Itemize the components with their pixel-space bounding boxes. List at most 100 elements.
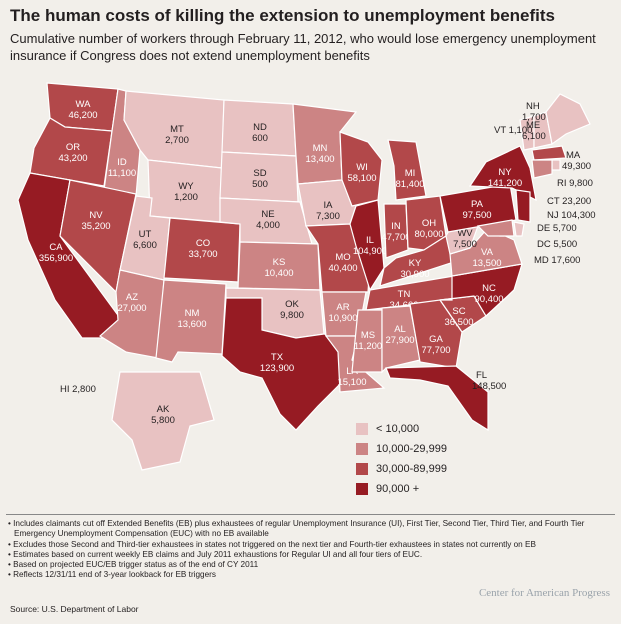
state-label-pa: PA — [471, 199, 484, 210]
state-label-nv: NV — [89, 210, 103, 221]
footnote-item: • Estimates based on current weekly EB c… — [8, 549, 423, 559]
state-value-ks: 10,400 — [264, 268, 293, 279]
state-label-oh: OH — [422, 218, 436, 229]
state-label-ma: MA — [566, 150, 581, 161]
legend-item: < 10,000 — [356, 419, 447, 439]
state-value-mi: 81,400 — [395, 179, 424, 190]
state-pa — [439, 183, 517, 233]
state-value-co: 33,700 — [188, 249, 217, 260]
state-value-tx: 123,900 — [260, 363, 294, 374]
state-value-ok: 9,800 — [280, 310, 304, 321]
state-label-ok: OK — [285, 299, 299, 310]
state-value-oh: 80,000 — [414, 229, 443, 240]
state-label-ct: CT 23,200 — [547, 196, 591, 207]
footnote-item: • Based on projected EUC/EB trigger stat… — [8, 560, 259, 570]
state-label-co: CO — [196, 238, 210, 249]
state-label-ms: MS — [361, 330, 375, 341]
state-value-ne: 4,000 — [256, 220, 280, 231]
state-value-ia: 7,300 — [316, 211, 340, 222]
state-label-sc: SC — [452, 306, 465, 317]
state-value-ma: 49,300 — [562, 161, 591, 172]
state-value-ca: 356,900 — [39, 253, 73, 264]
state-value-la: 15,100 — [337, 377, 366, 388]
state-label-ca: CA — [49, 242, 63, 253]
state-value-in: 47,700 — [381, 232, 410, 243]
state-label-nc: NC — [482, 283, 496, 294]
source-note: Source: U.S. Department of Labor — [10, 604, 139, 614]
state-value-ga: 77,700 — [421, 345, 450, 356]
state-label-or: OR — [66, 142, 80, 153]
state-label-dc: DC 5,500 — [537, 239, 577, 250]
state-value-nm: 13,600 — [177, 319, 206, 330]
state-ak — [111, 371, 215, 471]
state-label-mi: MI — [405, 168, 416, 179]
state-value-ms: 11,200 — [354, 341, 382, 352]
state-label-wy: WY — [178, 181, 194, 192]
state-value-wy: 1,200 — [174, 192, 198, 203]
footnote-item: • Excludes those Second and Third-tier e… — [8, 539, 536, 549]
page-subtitle: Cumulative number of workers through Feb… — [10, 31, 596, 63]
state-value-az: 27,000 — [117, 303, 146, 314]
state-value-ak: 5,800 — [151, 415, 175, 426]
state-ny — [468, 145, 537, 202]
state-ct — [531, 159, 553, 179]
state-label-md: MD 17,600 — [534, 255, 580, 266]
state-value-il: 104,900 — [353, 246, 387, 257]
state-label-mt: MT — [170, 124, 184, 135]
state-de — [513, 221, 525, 237]
state-label-fl: FL — [476, 370, 487, 381]
state-value-sd: 500 — [252, 179, 268, 190]
state-label-in: IN — [391, 221, 401, 232]
state-mi — [387, 139, 427, 201]
state-label-ut: UT — [139, 229, 152, 240]
state-label-ne: NE — [261, 209, 274, 220]
legend-item: 10,000-29,999 — [356, 439, 447, 459]
state-label-sd: SD — [253, 168, 266, 179]
state-label-il: IL — [366, 235, 374, 246]
state-label-nm: NM — [185, 308, 200, 319]
legend-label: < 10,000 — [376, 423, 420, 435]
state-label-va: VA — [481, 247, 494, 258]
state-label-al: AL — [394, 324, 406, 335]
divider — [6, 514, 615, 515]
state-label-ky: KY — [409, 258, 422, 269]
legend-label: 90,000 + — [376, 483, 420, 495]
state-label-nj: NJ 104,300 — [547, 210, 596, 221]
state-value-ar: 10,900 — [328, 313, 357, 324]
map-legend: < 10,000 10,000-29,999 30,000-89,999 90,000… — [356, 419, 447, 499]
state-al — [381, 305, 421, 374]
state-label-ak: AK — [157, 404, 170, 415]
state-value-al: 27,900 — [385, 335, 414, 346]
state-label-me: ME — [526, 120, 540, 131]
state-value-wv: 7,500 — [453, 239, 477, 250]
legend-swatch — [356, 483, 368, 495]
legend-swatch — [356, 463, 368, 475]
state-value-id: 11,100 — [108, 168, 136, 179]
state-nc — [439, 263, 523, 317]
legend-item: 90,000 + — [356, 479, 447, 499]
state-value-me: 6,100 — [522, 131, 546, 142]
state-value-sc: 36,500 — [444, 317, 473, 328]
state-label-nh: NH — [526, 101, 540, 112]
state-value-fl: 148,500 — [472, 381, 506, 392]
state-me — [545, 93, 591, 146]
legend-swatch — [356, 423, 368, 435]
state-label-mn: MN — [313, 143, 328, 154]
state-label-ia: IA — [324, 200, 334, 211]
state-label-tn: TN — [398, 289, 411, 300]
state-tx — [221, 297, 343, 431]
state-value-nd: 600 — [252, 133, 268, 144]
state-label-hi: HI 2,800 — [60, 384, 96, 395]
state-value-mn: 13,400 — [305, 154, 334, 165]
state-ri — [551, 159, 561, 171]
state-fl — [385, 365, 489, 432]
logo-text: Center for American Progress — [478, 587, 610, 599]
state-label-tx: TX — [271, 352, 284, 363]
state-value-ut: 6,600 — [133, 240, 157, 251]
state-label-id: ID — [117, 157, 127, 168]
state-label-wa: WA — [76, 99, 92, 110]
state-label-ny: NY — [498, 167, 512, 178]
state-label-ga: GA — [429, 334, 443, 345]
